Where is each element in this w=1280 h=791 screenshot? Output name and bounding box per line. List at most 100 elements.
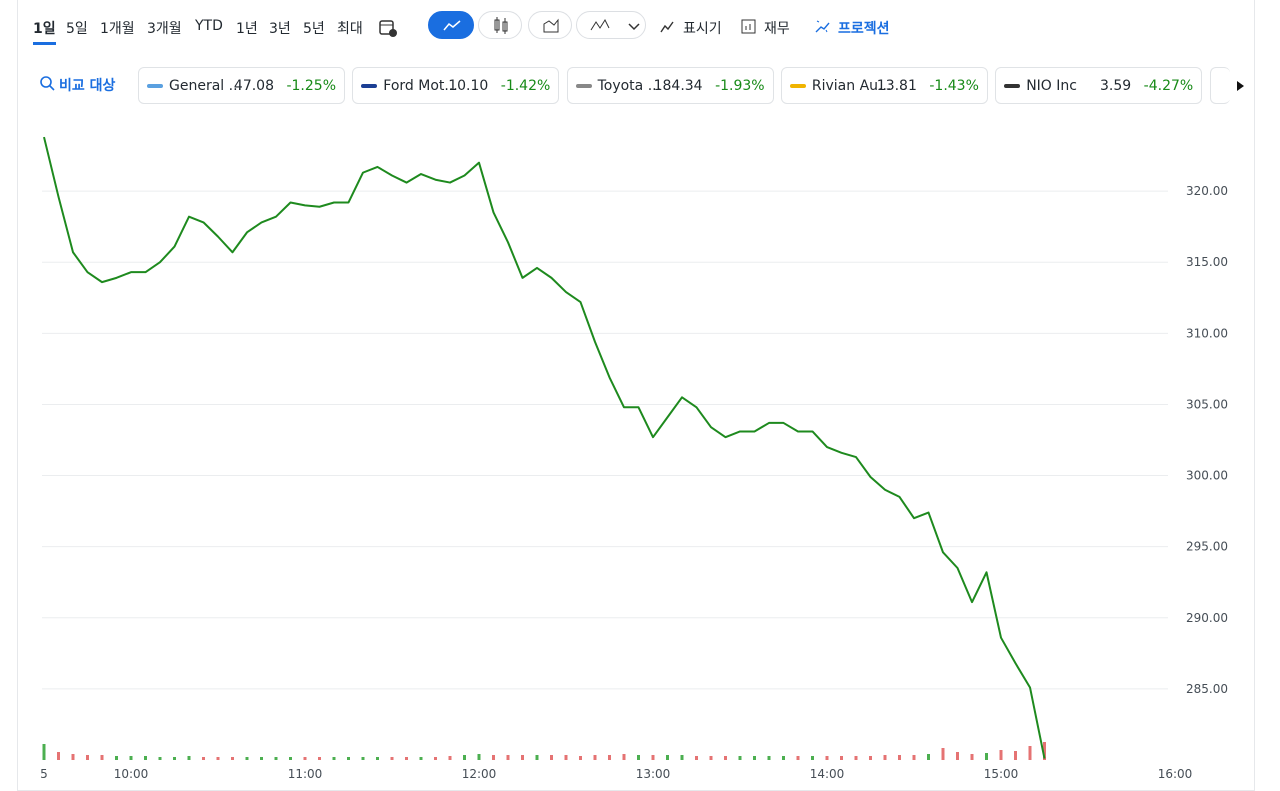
chip-logo xyxy=(575,84,592,88)
y-tick-label: 300.00 xyxy=(1186,469,1228,483)
volume-bar xyxy=(376,757,379,760)
x-tick-label: 5 xyxy=(40,767,48,781)
line-chart-button[interactable] xyxy=(428,11,474,39)
volume-bar xyxy=(825,756,829,760)
tool-button[interactable]: 재무 xyxy=(764,21,790,37)
volume-bar xyxy=(666,755,669,760)
area-chart-button[interactable] xyxy=(528,11,572,39)
volume-bar xyxy=(347,757,350,760)
tool-icon xyxy=(740,18,758,40)
compare-chip[interactable]: Rivian Au... 13.81 -1.43% xyxy=(780,67,988,104)
volume-bar xyxy=(318,757,321,760)
more-chart-button[interactable] xyxy=(576,11,646,39)
range-option[interactable]: YTD xyxy=(195,18,223,34)
chip-name: General ... xyxy=(169,78,242,94)
volume-bar xyxy=(492,755,495,760)
compare-chip[interactable]: Ford Mot... 10.10 -1.42% xyxy=(352,67,560,104)
volume-bar xyxy=(361,757,365,760)
volume-bar xyxy=(419,757,423,760)
range-option[interactable]: 5일 xyxy=(66,21,88,37)
scroll-right[interactable] xyxy=(1228,72,1252,100)
x-tick-label: 11:00 xyxy=(288,767,323,781)
volume-bar xyxy=(506,755,510,760)
x-tick-label: 12:00 xyxy=(462,767,497,781)
chip-name: Rivian Au... xyxy=(811,78,892,94)
compare-label[interactable]: 비교 대상 xyxy=(59,78,116,94)
y-tick-label: 295.00 xyxy=(1186,540,1228,554)
volume-bar xyxy=(724,756,727,760)
compare-chip[interactable]: NIO Inc 3.59 -4.27% xyxy=(995,67,1203,104)
volume-bar xyxy=(274,757,278,760)
x-tick-label: 15:00 xyxy=(984,767,1019,781)
tool-icon xyxy=(659,18,677,40)
chip-change: -4.27% xyxy=(1143,78,1194,94)
volume-bar xyxy=(593,755,597,760)
volume-bar xyxy=(869,756,872,760)
volume-bar xyxy=(477,754,481,760)
volume-bar xyxy=(550,755,553,760)
volume-bar xyxy=(303,757,307,760)
range-option[interactable]: 1일 xyxy=(33,18,56,45)
volume-bar xyxy=(448,756,452,760)
range-option[interactable]: 3년 xyxy=(269,21,291,37)
calendar-icon[interactable] xyxy=(378,18,398,38)
chip-logo xyxy=(147,84,163,88)
volume-bar xyxy=(100,755,104,760)
range-option[interactable]: 최대 xyxy=(337,21,363,37)
range-option[interactable]: 3개월 xyxy=(147,21,182,37)
volume-bar xyxy=(767,756,771,760)
tool-button[interactable]: 프로젝션 xyxy=(838,21,890,37)
volume-bar xyxy=(115,756,118,760)
volume-bar xyxy=(883,755,887,760)
volume-bar xyxy=(57,752,60,760)
volume-bar xyxy=(332,757,336,760)
candle-chart-button[interactable] xyxy=(478,11,522,39)
compare-chip[interactable]: General ... 47.08 -1.25% xyxy=(138,67,345,104)
volume-bar xyxy=(158,757,162,760)
volume-bar xyxy=(202,757,205,760)
volume-bar xyxy=(231,757,234,760)
volume-bar xyxy=(535,755,539,760)
chip-price: 47.08 xyxy=(233,78,274,94)
chip-change: -1.42% xyxy=(500,78,551,94)
volume-bar xyxy=(1043,742,1046,760)
compare-chip[interactable]: Toyota ... 184.34 -1.93% xyxy=(566,67,774,104)
range-option[interactable]: 1년 xyxy=(236,21,258,37)
chip-name: Ford Mot... xyxy=(383,78,458,94)
volume-bar xyxy=(927,754,930,760)
volume-bar xyxy=(898,755,901,760)
volume-bar xyxy=(622,754,626,760)
volume-bar xyxy=(651,755,655,760)
volume-bar xyxy=(86,755,89,760)
volume-bar xyxy=(999,750,1003,760)
price-line xyxy=(43,136,1046,759)
chip-price: 13.81 xyxy=(876,78,917,94)
volume-bar xyxy=(564,755,568,760)
chip-partial xyxy=(1210,67,1230,104)
range-option[interactable]: 5년 xyxy=(303,21,325,37)
volume-bar xyxy=(144,756,147,760)
chip-price: 3.59 xyxy=(1100,78,1132,94)
chip-change: -1.93% xyxy=(715,78,765,94)
volume-bar xyxy=(782,756,785,760)
chip-logo xyxy=(1004,84,1021,88)
tool-button[interactable]: 표시기 xyxy=(683,21,722,37)
volume-bar xyxy=(985,753,988,760)
chip-logo xyxy=(789,84,806,88)
volume-bar xyxy=(811,756,814,760)
volume-bar xyxy=(709,756,713,760)
volume-bar xyxy=(941,748,945,760)
volume-bar xyxy=(1014,751,1017,760)
range-option[interactable]: 1개월 xyxy=(100,21,135,37)
volume-bar xyxy=(854,756,858,760)
volume-bar xyxy=(680,755,684,760)
y-tick-label: 315.00 xyxy=(1186,255,1228,269)
volume-bar xyxy=(71,754,75,760)
volume-bar xyxy=(956,752,959,760)
y-tick-label: 320.00 xyxy=(1186,184,1228,198)
volume-bar xyxy=(753,756,756,760)
y-tick-label: 305.00 xyxy=(1186,397,1228,411)
volume-bar xyxy=(434,757,437,760)
